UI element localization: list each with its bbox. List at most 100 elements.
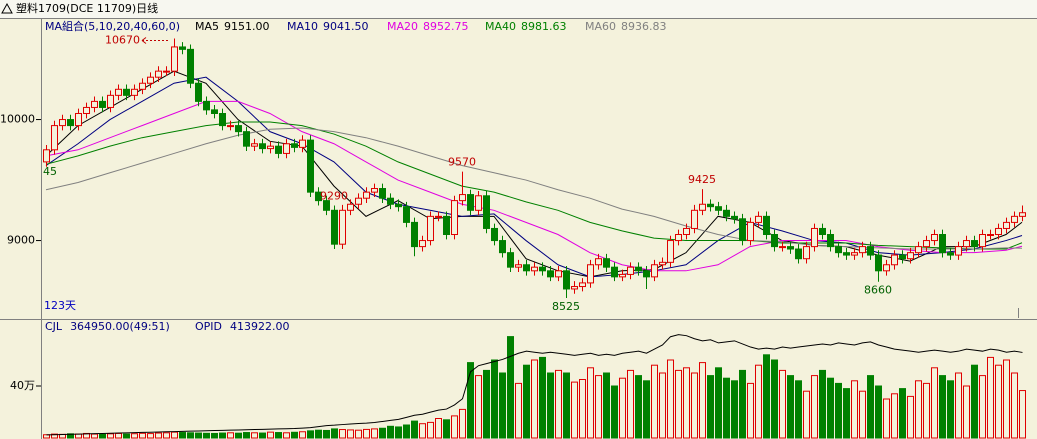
volume-bar: [235, 432, 242, 439]
candle-body: [843, 252, 850, 256]
candle-body: [883, 264, 890, 272]
candle-body: [979, 234, 986, 248]
legend-name: MA20: [387, 20, 418, 33]
candle-body: [611, 266, 618, 278]
volume-bar: [347, 429, 354, 439]
candle-body: [819, 227, 826, 236]
volume-bar: [715, 367, 722, 439]
volume-bar: [299, 431, 306, 439]
volume-bar: [883, 398, 890, 439]
volume-bar: [867, 375, 874, 439]
volume-bar: [419, 423, 426, 439]
volume-bar: [491, 359, 498, 439]
volume-bar: [547, 372, 554, 439]
volume-bar: [523, 364, 530, 439]
volume-bar: [571, 381, 578, 439]
candle-body: [171, 46, 178, 72]
volume-bar: [691, 372, 698, 439]
volume-bar: [219, 432, 226, 439]
volume-bar: [739, 369, 746, 439]
candle-body: [483, 195, 490, 229]
volume-bar: [467, 362, 474, 439]
volume-bar: [283, 432, 290, 439]
volume-bar: [771, 359, 778, 439]
candle-body: [763, 215, 770, 236]
volume-bar: [819, 369, 826, 439]
header-bar: [0, 0, 1037, 18]
candle-body: [635, 266, 642, 272]
volume-bar: [723, 377, 730, 439]
candle-body: [971, 240, 978, 248]
volume-bar: [659, 372, 666, 439]
volume-bar: [1011, 372, 1018, 439]
volume-bar: [595, 375, 602, 439]
candle-body: [931, 234, 938, 242]
candle-body: [851, 252, 858, 256]
candle-body: [107, 94, 114, 108]
candle-body: [51, 125, 58, 151]
volume-bar: [147, 433, 154, 439]
candle-body: [347, 203, 354, 211]
volume-bar: [459, 408, 466, 439]
volume-bar: [115, 432, 122, 439]
volume-bar: [203, 432, 210, 439]
annotation: 8660: [864, 284, 892, 297]
candle-body: [315, 191, 322, 202]
candle-body: [699, 203, 706, 211]
candle-body: [867, 246, 874, 256]
volume-bar: [259, 432, 266, 439]
legend-name: CJL: [45, 320, 63, 333]
candle-body: [219, 112, 226, 127]
volume-bar: [539, 356, 546, 439]
candle-body: [59, 119, 66, 127]
volume-bar: [363, 428, 370, 439]
volume-bar: [899, 388, 906, 439]
volume-bar: [531, 359, 538, 439]
volume-bar: [907, 395, 914, 439]
volume-bar: [683, 367, 690, 439]
candle-body: [499, 240, 506, 254]
volume-bar: [811, 375, 818, 439]
candle-body: [787, 246, 794, 250]
legend-value: 9151.00: [224, 20, 270, 33]
candle-body: [691, 209, 698, 229]
candle-body: [555, 270, 562, 278]
volume-bar: [131, 433, 138, 439]
candle-body: [643, 270, 650, 278]
legend-value: 8981.63: [521, 20, 567, 33]
volume-bar: [843, 388, 850, 439]
volume-bar: [627, 369, 634, 439]
volume-bar: [915, 380, 922, 439]
candle-body: [427, 215, 434, 242]
volume-bar: [731, 380, 738, 439]
volume-bar: [1019, 390, 1026, 439]
candle-body: [43, 149, 50, 163]
candle-body: [579, 282, 586, 288]
legend-value: 413922.00: [230, 320, 290, 333]
candle-body: [131, 88, 138, 96]
candle-body: [531, 266, 538, 272]
candle-body: [491, 227, 498, 242]
volume-bar: [611, 385, 618, 439]
legend-value: 9041.50: [323, 20, 369, 33]
candle-body: [835, 246, 842, 254]
volume-bar: [939, 375, 946, 439]
volume-bar: [859, 390, 866, 439]
candle-body: [395, 203, 402, 208]
annotation: 9570: [448, 156, 476, 169]
volume-bar: [451, 415, 458, 439]
volume-bar: [379, 427, 386, 439]
indicator-label: MA組合(5,10,20,40,60,0): [45, 19, 180, 33]
volume-bar: [923, 382, 930, 439]
candle-body: [947, 252, 954, 256]
candle-body: [283, 143, 290, 154]
volume-bar: [987, 356, 994, 439]
volume-bar: [227, 432, 234, 439]
candle-body: [451, 200, 458, 236]
candle-body: [915, 246, 922, 254]
volume-bar: [107, 433, 114, 439]
volume-bar: [51, 433, 58, 439]
candle-body: [467, 194, 474, 211]
volume-bar: [963, 385, 970, 439]
